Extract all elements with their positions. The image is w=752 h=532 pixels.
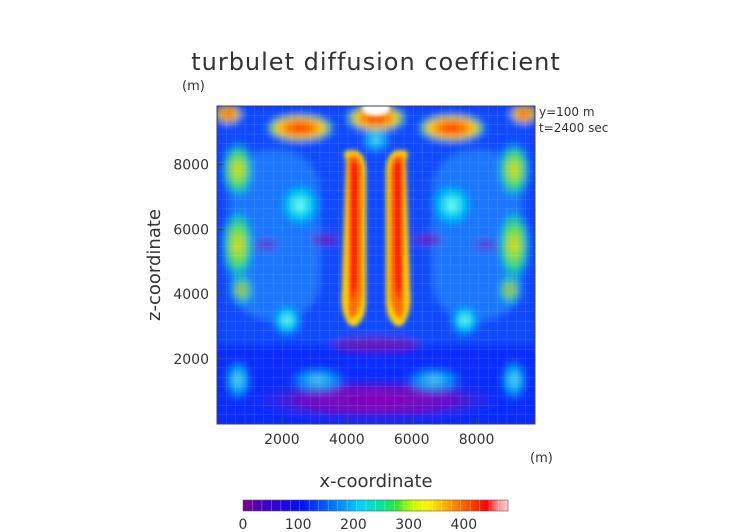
- x-tick-label: 6000: [394, 432, 430, 448]
- y-tick-label: 2000: [173, 352, 209, 368]
- y-axis-label: z-coordinate: [144, 209, 165, 321]
- colorbar-tick-label: 200: [340, 517, 367, 532]
- colorbar-ticks: 0 100 200 300 400: [239, 500, 499, 532]
- colorbar-tick-label: 300: [395, 517, 422, 532]
- plot-frame: [216, 105, 536, 425]
- y-tick-label: 6000: [173, 222, 209, 238]
- x-axis-unit: (m): [530, 451, 553, 466]
- x-tick-label: 2000: [264, 432, 300, 448]
- y-tick-label: 8000: [173, 157, 209, 173]
- x-tick-label: 8000: [459, 432, 495, 448]
- colorbar-tick-label: 0: [239, 517, 248, 532]
- x-tick-label: 4000: [329, 432, 365, 448]
- x-axis-ticks: 2000 4000 6000 8000: [264, 418, 494, 448]
- colorbar-tick-label: 400: [450, 517, 477, 532]
- x-axis-label: x-coordinate: [319, 471, 432, 492]
- plot-grid: [217, 106, 535, 424]
- chart-title: turbulet diffusion coefficient: [191, 48, 561, 76]
- annotation-time: t=2400 sec: [539, 121, 608, 135]
- y-axis-unit: (m): [182, 79, 205, 94]
- colorbar-tick-label: 100: [285, 517, 312, 532]
- y-tick-label: 4000: [173, 287, 209, 303]
- annotation-y-position: y=100 m: [539, 105, 595, 119]
- y-axis-ticks: 2000 4000 6000 8000: [173, 157, 223, 368]
- heatmap-field: [217, 106, 535, 424]
